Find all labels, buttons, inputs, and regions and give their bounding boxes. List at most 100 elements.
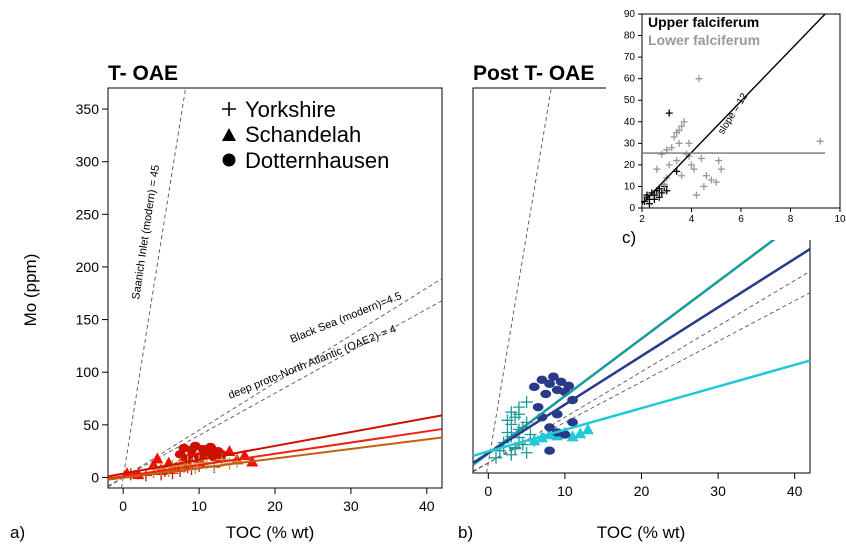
panel-c-series-1-point-21 bbox=[668, 144, 676, 152]
panel-b-series-1-point-6 bbox=[574, 427, 587, 439]
panel-b-series-2-point-12 bbox=[544, 423, 555, 432]
panel-c-series-1-point-22 bbox=[675, 126, 683, 134]
panel-a-ytick-label-7: 350 bbox=[76, 101, 100, 117]
panel-c-series-1-point-13 bbox=[695, 75, 703, 83]
panel-c-series-1-point-23 bbox=[685, 152, 693, 160]
panel-c-series-1-point-1 bbox=[658, 150, 666, 158]
panel-c-series-1-point-6 bbox=[675, 139, 683, 147]
legend-plus-marker bbox=[222, 102, 236, 116]
legend-yorkshire-label: Yorkshire bbox=[245, 97, 336, 122]
panel-a-legend: Yorkshire Schandelah Dotternhausen bbox=[222, 97, 389, 173]
legend-yorkshire: Yorkshire bbox=[222, 97, 336, 122]
panel-a-ytick-label-0: 0 bbox=[91, 469, 99, 485]
panel-c-xtick-label-4: 10 bbox=[834, 214, 846, 225]
panel-b-series-2-point-17 bbox=[544, 446, 555, 455]
panel-c-ytick-label-9: 90 bbox=[624, 9, 636, 20]
panel-c-series-1-point-7 bbox=[678, 122, 686, 130]
panel-a-ytick-label-1: 50 bbox=[83, 417, 99, 433]
panel-c-xtick-label-3: 8 bbox=[788, 214, 794, 225]
panel-b-ref-line-0 bbox=[486, 87, 552, 474]
panel-b-xtick-label-4: 40 bbox=[787, 483, 803, 499]
panel-a-fit-line-1 bbox=[107, 428, 443, 480]
panel-a-xtick-label-3: 30 bbox=[343, 498, 359, 514]
panel-c-ytick-label-7: 70 bbox=[624, 52, 636, 63]
panel-c-ytick-label-0: 0 bbox=[629, 203, 635, 214]
panel-c-series-1-point-24 bbox=[692, 191, 700, 199]
panel-c-series-1-point-19 bbox=[717, 165, 725, 173]
panel-b-series-0-point-13 bbox=[520, 396, 533, 409]
panel-b-series-2-point-4 bbox=[548, 372, 559, 381]
ref-label-saanich: Saanich Inlet (modern) = 45 bbox=[130, 164, 162, 300]
panel-a-ref-line-0 bbox=[121, 87, 187, 489]
panel-b-fit-line-2 bbox=[472, 359, 811, 457]
panel-c-fit-lines bbox=[641, 13, 826, 205]
panel-c-series-0-point-12 bbox=[645, 200, 653, 208]
panel-b-series-2-point-14 bbox=[559, 430, 571, 439]
panel-a-ref-line-1 bbox=[107, 278, 443, 488]
panel-a-series-3-point-15 bbox=[231, 455, 244, 468]
panel-b-ticks: 0 10 20 30 40 bbox=[484, 473, 803, 499]
panel-b-series-0-point-0 bbox=[489, 451, 502, 464]
panel-b-series-2-point-1 bbox=[536, 375, 548, 384]
legend-circle-marker bbox=[222, 153, 236, 167]
panel-b-label: b) bbox=[458, 523, 473, 542]
panel-b-fit-line-0 bbox=[472, 211, 811, 466]
panel-b-fit-lines bbox=[472, 211, 811, 466]
panel-a-fit-line-0 bbox=[107, 414, 443, 478]
panel-c-ytick-label-2: 20 bbox=[624, 160, 636, 171]
legend-dotternhausen: Dotternhausen bbox=[222, 148, 389, 173]
panel-b-series-0-point-21 bbox=[512, 408, 525, 421]
panel-b-title: Post T- OAE bbox=[473, 62, 594, 85]
panel-a-fit-lines bbox=[107, 414, 443, 481]
panel-c-series-1-point-8 bbox=[680, 118, 688, 126]
panel-b-series-0-point-17 bbox=[505, 406, 518, 419]
panel-c-series-1-point-10 bbox=[685, 139, 693, 147]
legend-upper-falciferum: Upper falciferum bbox=[648, 14, 759, 30]
panel-c-series-1-point-11 bbox=[688, 161, 695, 169]
panel-c: c) 2 4 6 8 10 0 10 20 30 40 50 60 70 80 90 Upper falci… bbox=[606, 2, 846, 247]
panel-c-series-1-point-2 bbox=[663, 146, 671, 154]
panel-c-series-1-point-16 bbox=[707, 176, 715, 184]
panel-b-xtick-label-0: 0 bbox=[484, 483, 492, 499]
panel-b-ref-line-2 bbox=[472, 292, 811, 472]
panel-c-series-1-point-12 bbox=[690, 165, 698, 173]
panel-b-series-2-point-10 bbox=[532, 402, 544, 412]
panel-c-ytick-label-6: 60 bbox=[624, 74, 636, 85]
panel-c-series-1-point-27 bbox=[700, 182, 708, 190]
panel-a-ref-line-2 bbox=[107, 300, 443, 487]
panel-a-title: T- OAE bbox=[108, 62, 178, 85]
panel-c-xtick-label-1: 4 bbox=[689, 214, 695, 225]
panel-a-ytick-label-3: 150 bbox=[76, 312, 100, 328]
panel-c-series-1-point-20 bbox=[816, 137, 824, 145]
panel-a-series-2-point-8 bbox=[205, 442, 216, 452]
panel-c-series-0-point-15 bbox=[643, 191, 651, 199]
legend-lower-falciferum: Lower falciferum bbox=[648, 32, 760, 48]
panel-a: T- OAE TOC (% wt) Mo (ppm) a) 0 10 20 30 400… bbox=[10, 62, 443, 542]
panel-c-series-1-point-0 bbox=[653, 165, 661, 173]
panel-c-series-0-point-10 bbox=[665, 109, 673, 117]
panel-b-series-0-point-16 bbox=[501, 414, 514, 427]
panel-c-series-1-point-4 bbox=[670, 133, 678, 141]
panel-c-series-0-point-7 bbox=[658, 189, 666, 197]
panel-b-ref-line-1 bbox=[472, 270, 811, 473]
panel-c-ytick-label-1: 10 bbox=[624, 181, 636, 192]
panel-a-xtick-label-0: 0 bbox=[119, 498, 127, 514]
panel-b-series-0-point-12 bbox=[520, 446, 533, 459]
panel-b-series-2-point-16 bbox=[567, 418, 578, 427]
panel-b-xtick-label-3: 30 bbox=[710, 483, 726, 499]
panel-c-label: c) bbox=[622, 228, 636, 247]
panel-b-fit-line-1 bbox=[472, 248, 811, 464]
panel-c-points bbox=[640, 75, 824, 208]
panel-b-xtick-label-2: 20 bbox=[634, 483, 650, 499]
panel-a-series-2-point-0 bbox=[174, 450, 186, 459]
panel-c-series-1-point-3 bbox=[665, 161, 673, 169]
panel-c-ytick-label-3: 30 bbox=[624, 138, 636, 149]
panel-c-series-0-point-9 bbox=[663, 187, 671, 195]
panel-b-series-2-point-2 bbox=[540, 389, 552, 399]
panel-c-series-1-point-25 bbox=[673, 157, 681, 165]
panel-b: Post T- OAE TOC (% wt) b) 0 10 20 30 40 bbox=[458, 62, 811, 542]
panel-c-series-1-point-17 bbox=[712, 178, 720, 186]
panel-c-xtick-label-0: 2 bbox=[639, 214, 645, 225]
panel-b-series-2-point-0 bbox=[528, 382, 540, 392]
